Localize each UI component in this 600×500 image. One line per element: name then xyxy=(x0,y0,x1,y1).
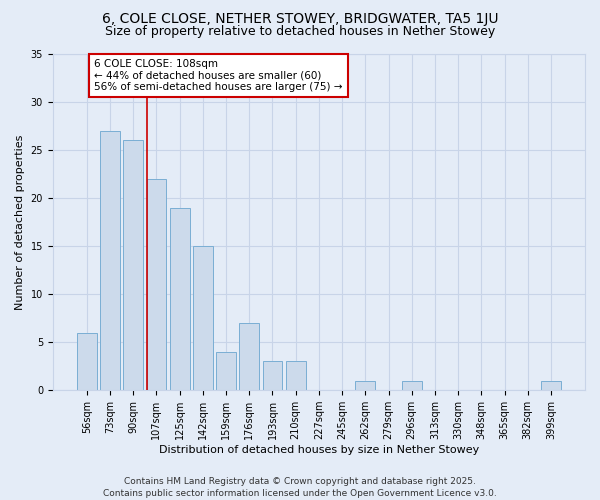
Text: 6, COLE CLOSE, NETHER STOWEY, BRIDGWATER, TA5 1JU: 6, COLE CLOSE, NETHER STOWEY, BRIDGWATER… xyxy=(102,12,498,26)
X-axis label: Distribution of detached houses by size in Nether Stowey: Distribution of detached houses by size … xyxy=(159,445,479,455)
Bar xyxy=(239,323,259,390)
Bar xyxy=(100,131,120,390)
Y-axis label: Number of detached properties: Number of detached properties xyxy=(15,134,25,310)
Text: Size of property relative to detached houses in Nether Stowey: Size of property relative to detached ho… xyxy=(105,25,495,38)
Bar xyxy=(402,380,422,390)
Bar xyxy=(286,362,305,390)
Bar xyxy=(216,352,236,390)
Bar xyxy=(170,208,190,390)
Bar xyxy=(193,246,213,390)
Bar xyxy=(263,362,283,390)
Bar xyxy=(355,380,375,390)
Text: Contains HM Land Registry data © Crown copyright and database right 2025.
Contai: Contains HM Land Registry data © Crown c… xyxy=(103,476,497,498)
Bar xyxy=(146,179,166,390)
Bar xyxy=(541,380,561,390)
Text: 6 COLE CLOSE: 108sqm
← 44% of detached houses are smaller (60)
56% of semi-detac: 6 COLE CLOSE: 108sqm ← 44% of detached h… xyxy=(94,59,342,92)
Bar xyxy=(77,332,97,390)
Bar xyxy=(124,140,143,390)
